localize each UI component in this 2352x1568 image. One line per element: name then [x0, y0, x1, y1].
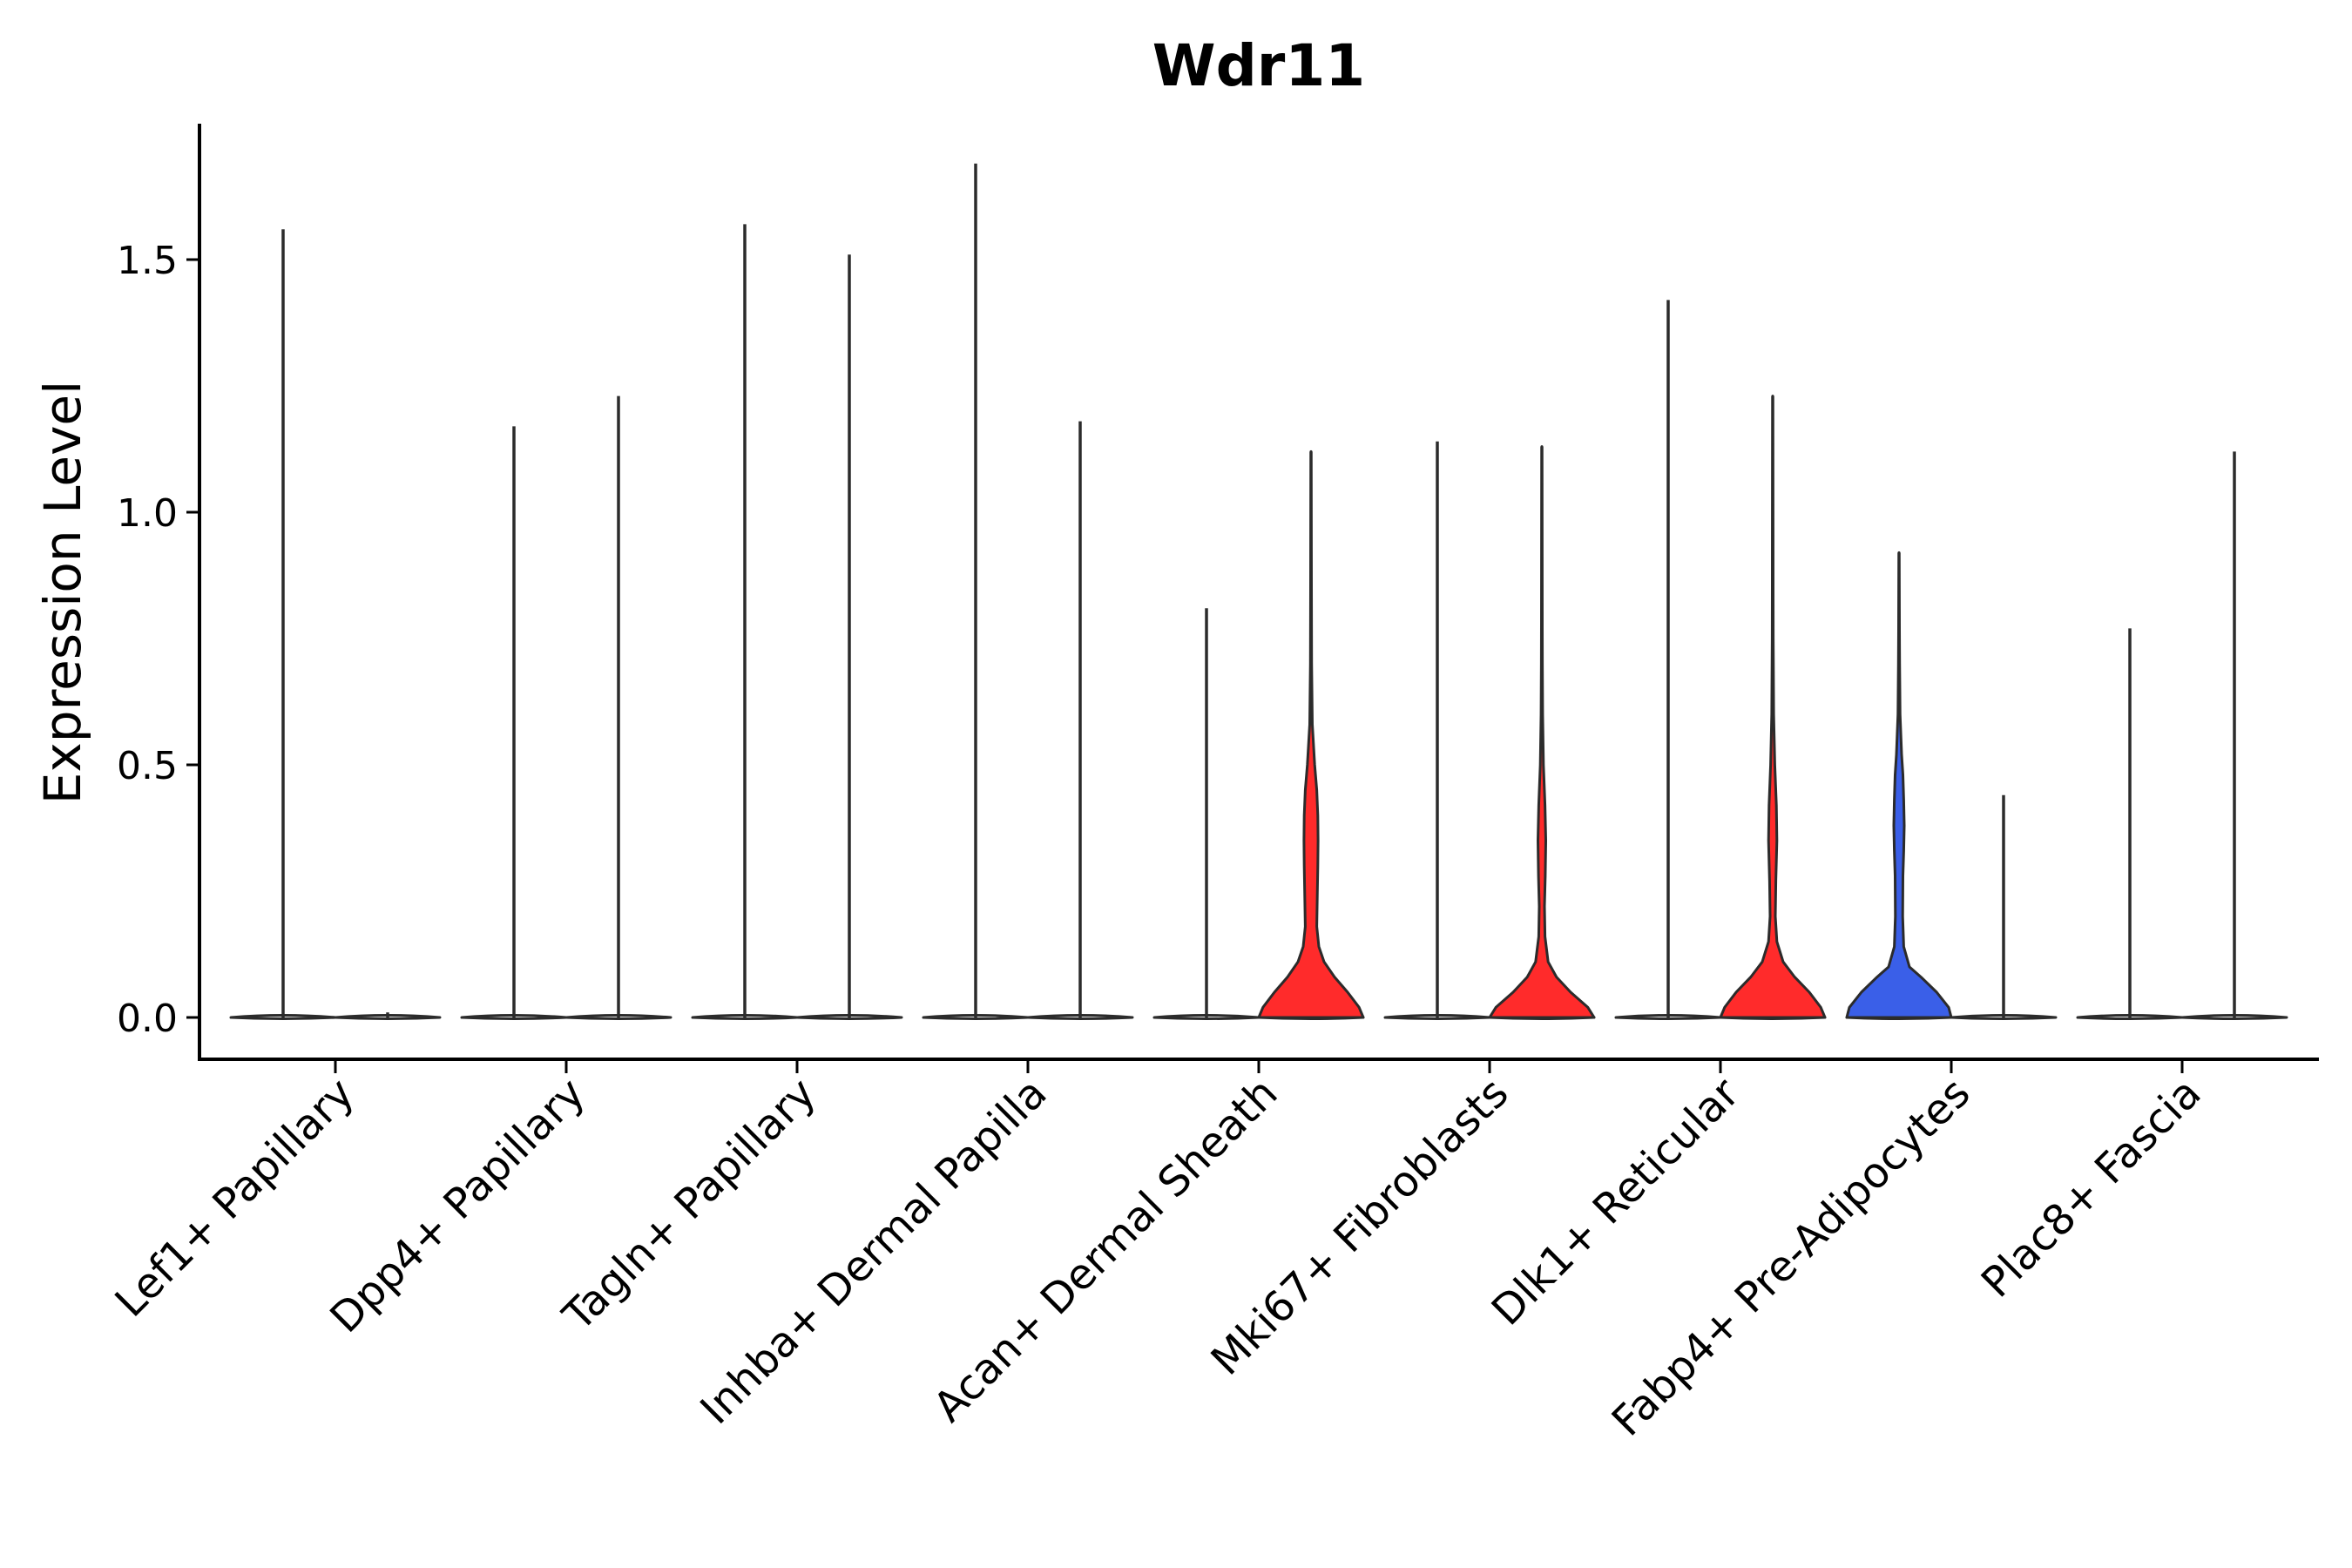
- y-tick-label: 0.5: [117, 744, 178, 788]
- violin-group2-3: [1026, 421, 1134, 1020]
- violin-group1-4: [1152, 608, 1260, 1020]
- violin-density: [1719, 395, 1827, 1019]
- violin-group2-5: [1488, 445, 1596, 1020]
- x-tick-label: Dpp4+ Papillary: [321, 1069, 594, 1342]
- violin-group1-8: [2076, 628, 2184, 1020]
- violin-group1-6: [1614, 300, 1722, 1020]
- y-tick-label: 1.0: [117, 491, 178, 536]
- violin-group2-7: [1950, 794, 2058, 1020]
- y-tick-label: 0.0: [117, 997, 178, 1041]
- violin-group1-1: [460, 426, 568, 1020]
- violin-density: [1488, 445, 1596, 1019]
- violin-group1-0: [229, 229, 337, 1020]
- x-tick-label: Tagln+ Papillary: [553, 1069, 825, 1341]
- violin-group2-6: [1719, 395, 1827, 1020]
- violin-group2-2: [795, 254, 903, 1020]
- x-tick-label: Plac8+ Fascia: [1972, 1069, 2211, 1308]
- y-tick-label: 1.5: [117, 239, 178, 283]
- violin-group1-7: [1845, 551, 1953, 1020]
- violin-group1-2: [691, 224, 799, 1020]
- y-axis-ticks: 0.0 0.5 1.0 1.5: [117, 239, 199, 1041]
- violin-group2-4: [1257, 449, 1365, 1020]
- x-tick-label: Dlk1+ Reticular: [1483, 1069, 1749, 1335]
- violin-group1-5: [1383, 441, 1491, 1020]
- x-tick-label: Lef1+ Papillary: [106, 1069, 364, 1327]
- y-axis-label: Expression Level: [33, 381, 92, 804]
- violin-group2-0: [334, 1012, 442, 1020]
- violin-density: [1845, 551, 1953, 1019]
- chart-title: Wdr11: [1152, 32, 1365, 99]
- violin-density: [1257, 449, 1365, 1019]
- violin-group2-1: [564, 395, 672, 1020]
- violin-group2-8: [2180, 451, 2288, 1020]
- violin-group1-3: [922, 163, 1030, 1020]
- violins-layer: [229, 163, 2288, 1020]
